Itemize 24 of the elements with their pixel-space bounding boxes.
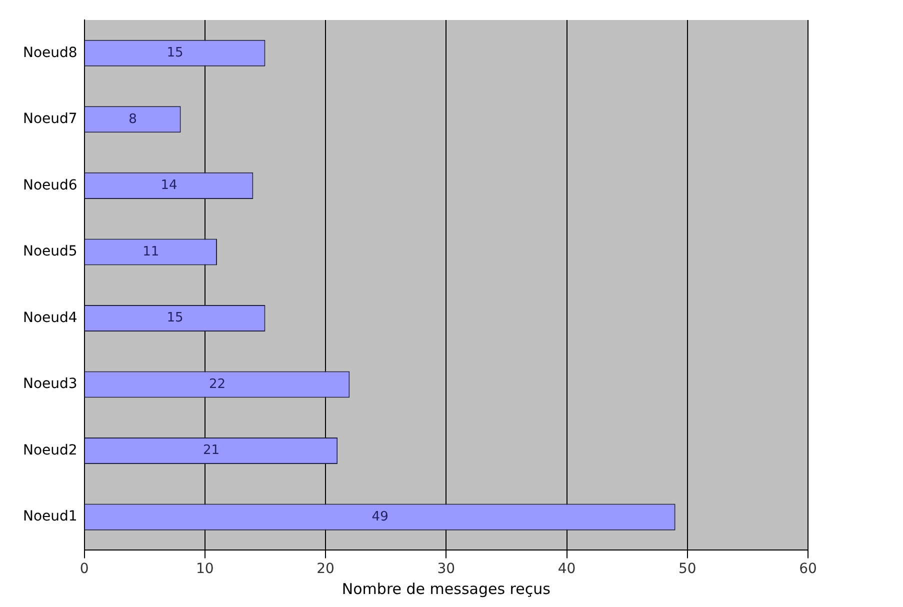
data-label: 15 (166, 310, 184, 326)
data-label: 8 (128, 112, 137, 127)
x-tick-label: 30 (437, 561, 456, 578)
x-tick-label: 20 (316, 561, 334, 578)
y-tick-label: Noeud1 (22, 508, 78, 525)
x-tick-label: 0 (80, 561, 89, 578)
x-tick-label: 60 (799, 561, 817, 578)
y-tick-label: Noeud4 (22, 310, 78, 326)
x-tick-label: 50 (678, 561, 696, 578)
y-tick-label: Noeud3 (22, 376, 78, 392)
data-label: 14 (160, 178, 178, 194)
y-tick-label: Noeud2 (22, 442, 78, 458)
y-tick-label: Noeud8 (22, 44, 78, 61)
x-tick-label: 40 (558, 561, 576, 578)
y-tick-label: Noeud7 (22, 111, 78, 128)
data-label: 11 (142, 244, 160, 260)
data-label: 22 (208, 376, 226, 392)
y-tick-label: Noeud6 (22, 177, 78, 194)
x-tick-label: 10 (196, 561, 214, 578)
data-label: 15 (166, 46, 184, 61)
data-label: 49 (372, 509, 388, 524)
x-axis-title: Nombre de messages reçus (342, 580, 551, 598)
y-tick-label: Noeud5 (22, 244, 78, 260)
data-label: 21 (202, 443, 220, 458)
